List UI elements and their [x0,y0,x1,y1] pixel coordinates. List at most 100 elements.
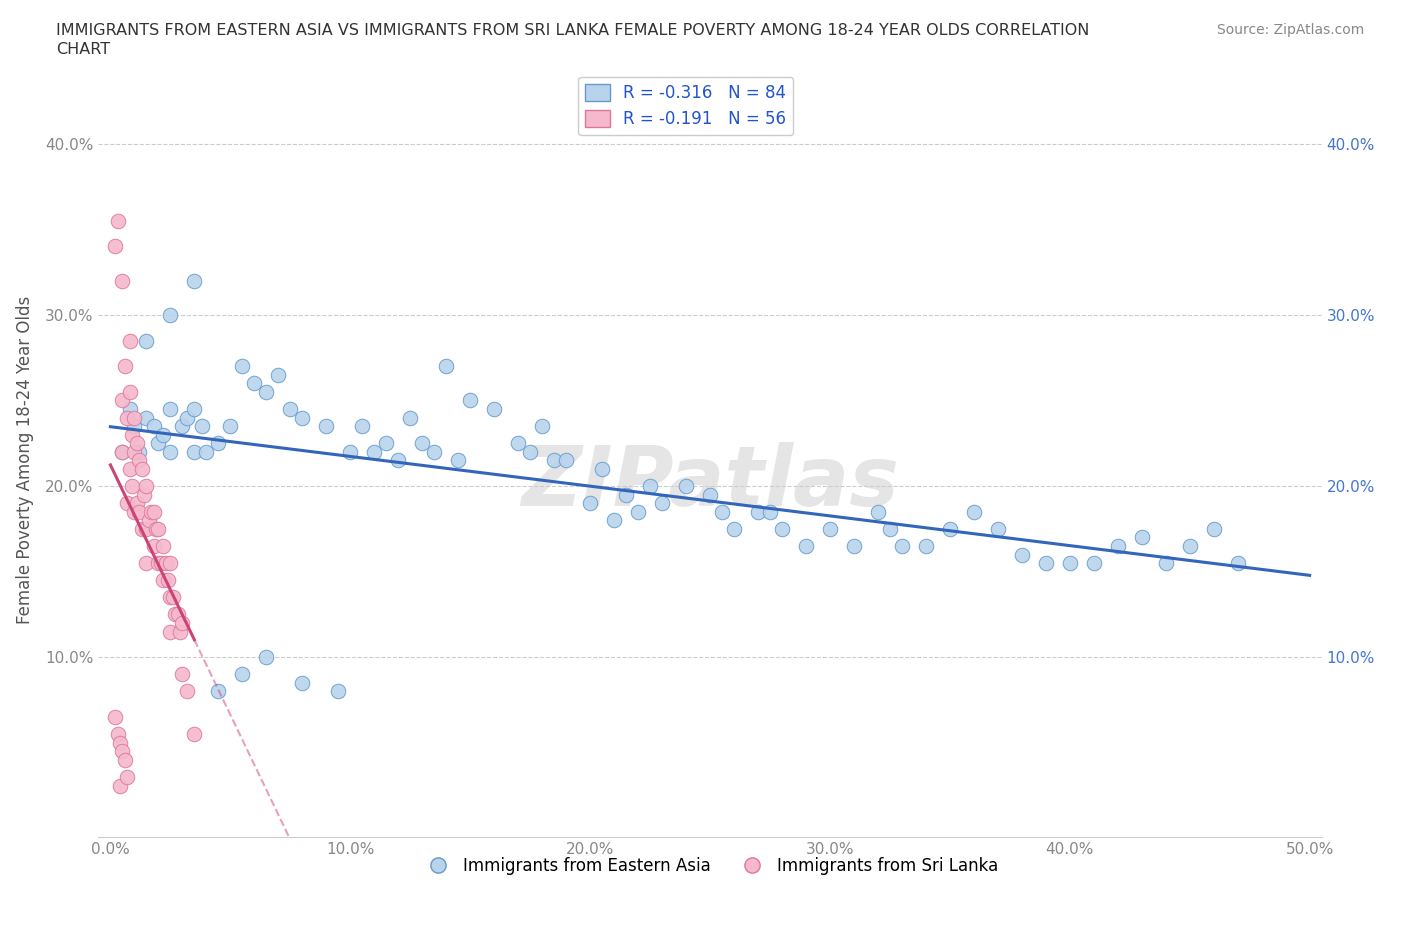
Point [363,445,385,459]
Point [1035,555,1057,570]
Point [328,684,350,699]
Point [987,522,1010,537]
Point [591,461,613,476]
Point [183,727,205,742]
Point [254,650,277,665]
Point [531,418,554,433]
Point [231,667,253,682]
Point [138,512,160,527]
Point [135,522,157,537]
Point [278,402,301,417]
Point [447,453,470,468]
Point [458,393,481,408]
Point [159,624,181,639]
Point [231,359,253,374]
Point [675,479,697,494]
Point [107,213,129,228]
Point [131,461,153,476]
Point [124,445,146,459]
Point [125,496,148,511]
Point [1011,547,1033,562]
Point [148,436,170,451]
Point [176,410,198,425]
Point [399,410,422,425]
Point [111,744,134,759]
Point [155,555,177,570]
Point [711,504,734,519]
Point [939,522,962,537]
Point [128,445,150,459]
Point [603,512,626,527]
Point [747,504,769,519]
Point [723,522,745,537]
Point [128,453,150,468]
Point [770,522,793,537]
Text: ZIPatlas: ZIPatlas [522,443,898,524]
Point [243,376,266,391]
Point [152,538,174,553]
Point [1083,555,1105,570]
Point [115,770,138,785]
Point [1178,538,1201,553]
Point [339,445,361,459]
Point [124,410,146,425]
Point [1154,555,1177,570]
Point [115,410,138,425]
Point [638,479,661,494]
Point [118,333,141,348]
Point [111,445,134,459]
Point [115,496,138,511]
Point [890,538,912,553]
Point [759,504,782,519]
Point [627,504,650,519]
Point [651,496,673,511]
Point [135,479,157,494]
Point [121,427,143,442]
Point [135,555,157,570]
Point [195,445,218,459]
Point [159,555,181,570]
Text: IMMIGRANTS FROM EASTERN ASIA VS IMMIGRANTS FROM SRI LANKA FEMALE POVERTY AMONG 1: IMMIGRANTS FROM EASTERN ASIA VS IMMIGRAN… [56,23,1090,38]
Point [142,538,165,553]
Point [1107,538,1129,553]
Point [125,436,148,451]
Point [156,573,179,588]
Point [141,504,163,519]
Point [159,590,181,604]
Point [1130,530,1153,545]
Point [794,538,817,553]
Point [915,538,938,553]
Point [434,359,457,374]
Point [1226,555,1249,570]
Point [162,590,184,604]
Point [508,436,530,451]
Point [135,410,157,425]
Point [124,418,146,433]
Point [118,402,141,417]
Point [866,504,889,519]
Point [111,393,134,408]
Point [219,418,242,433]
Point [352,418,374,433]
Point [387,453,409,468]
Point [145,522,167,537]
Point [166,607,188,622]
Point [1059,555,1081,570]
Point [114,359,136,374]
Point [165,607,187,622]
Point [519,445,541,459]
Point [172,667,194,682]
Point [169,624,191,639]
Point [963,504,986,519]
Point [183,445,205,459]
Point [699,487,721,502]
Point [114,752,136,767]
Point [842,538,865,553]
Point [555,453,578,468]
Point [315,418,337,433]
Point [423,445,446,459]
Y-axis label: Female Poverty Among 18-24 Year Olds: Female Poverty Among 18-24 Year Olds [15,297,34,624]
Point [482,402,505,417]
Point [172,616,194,631]
Point [159,402,181,417]
